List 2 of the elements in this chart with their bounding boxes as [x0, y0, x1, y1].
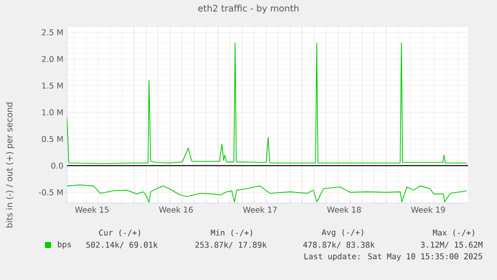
chart-title: eth2 traffic - by month — [198, 4, 298, 14]
y-axis-title: bits in (-) / out (+) per second — [6, 102, 14, 228]
